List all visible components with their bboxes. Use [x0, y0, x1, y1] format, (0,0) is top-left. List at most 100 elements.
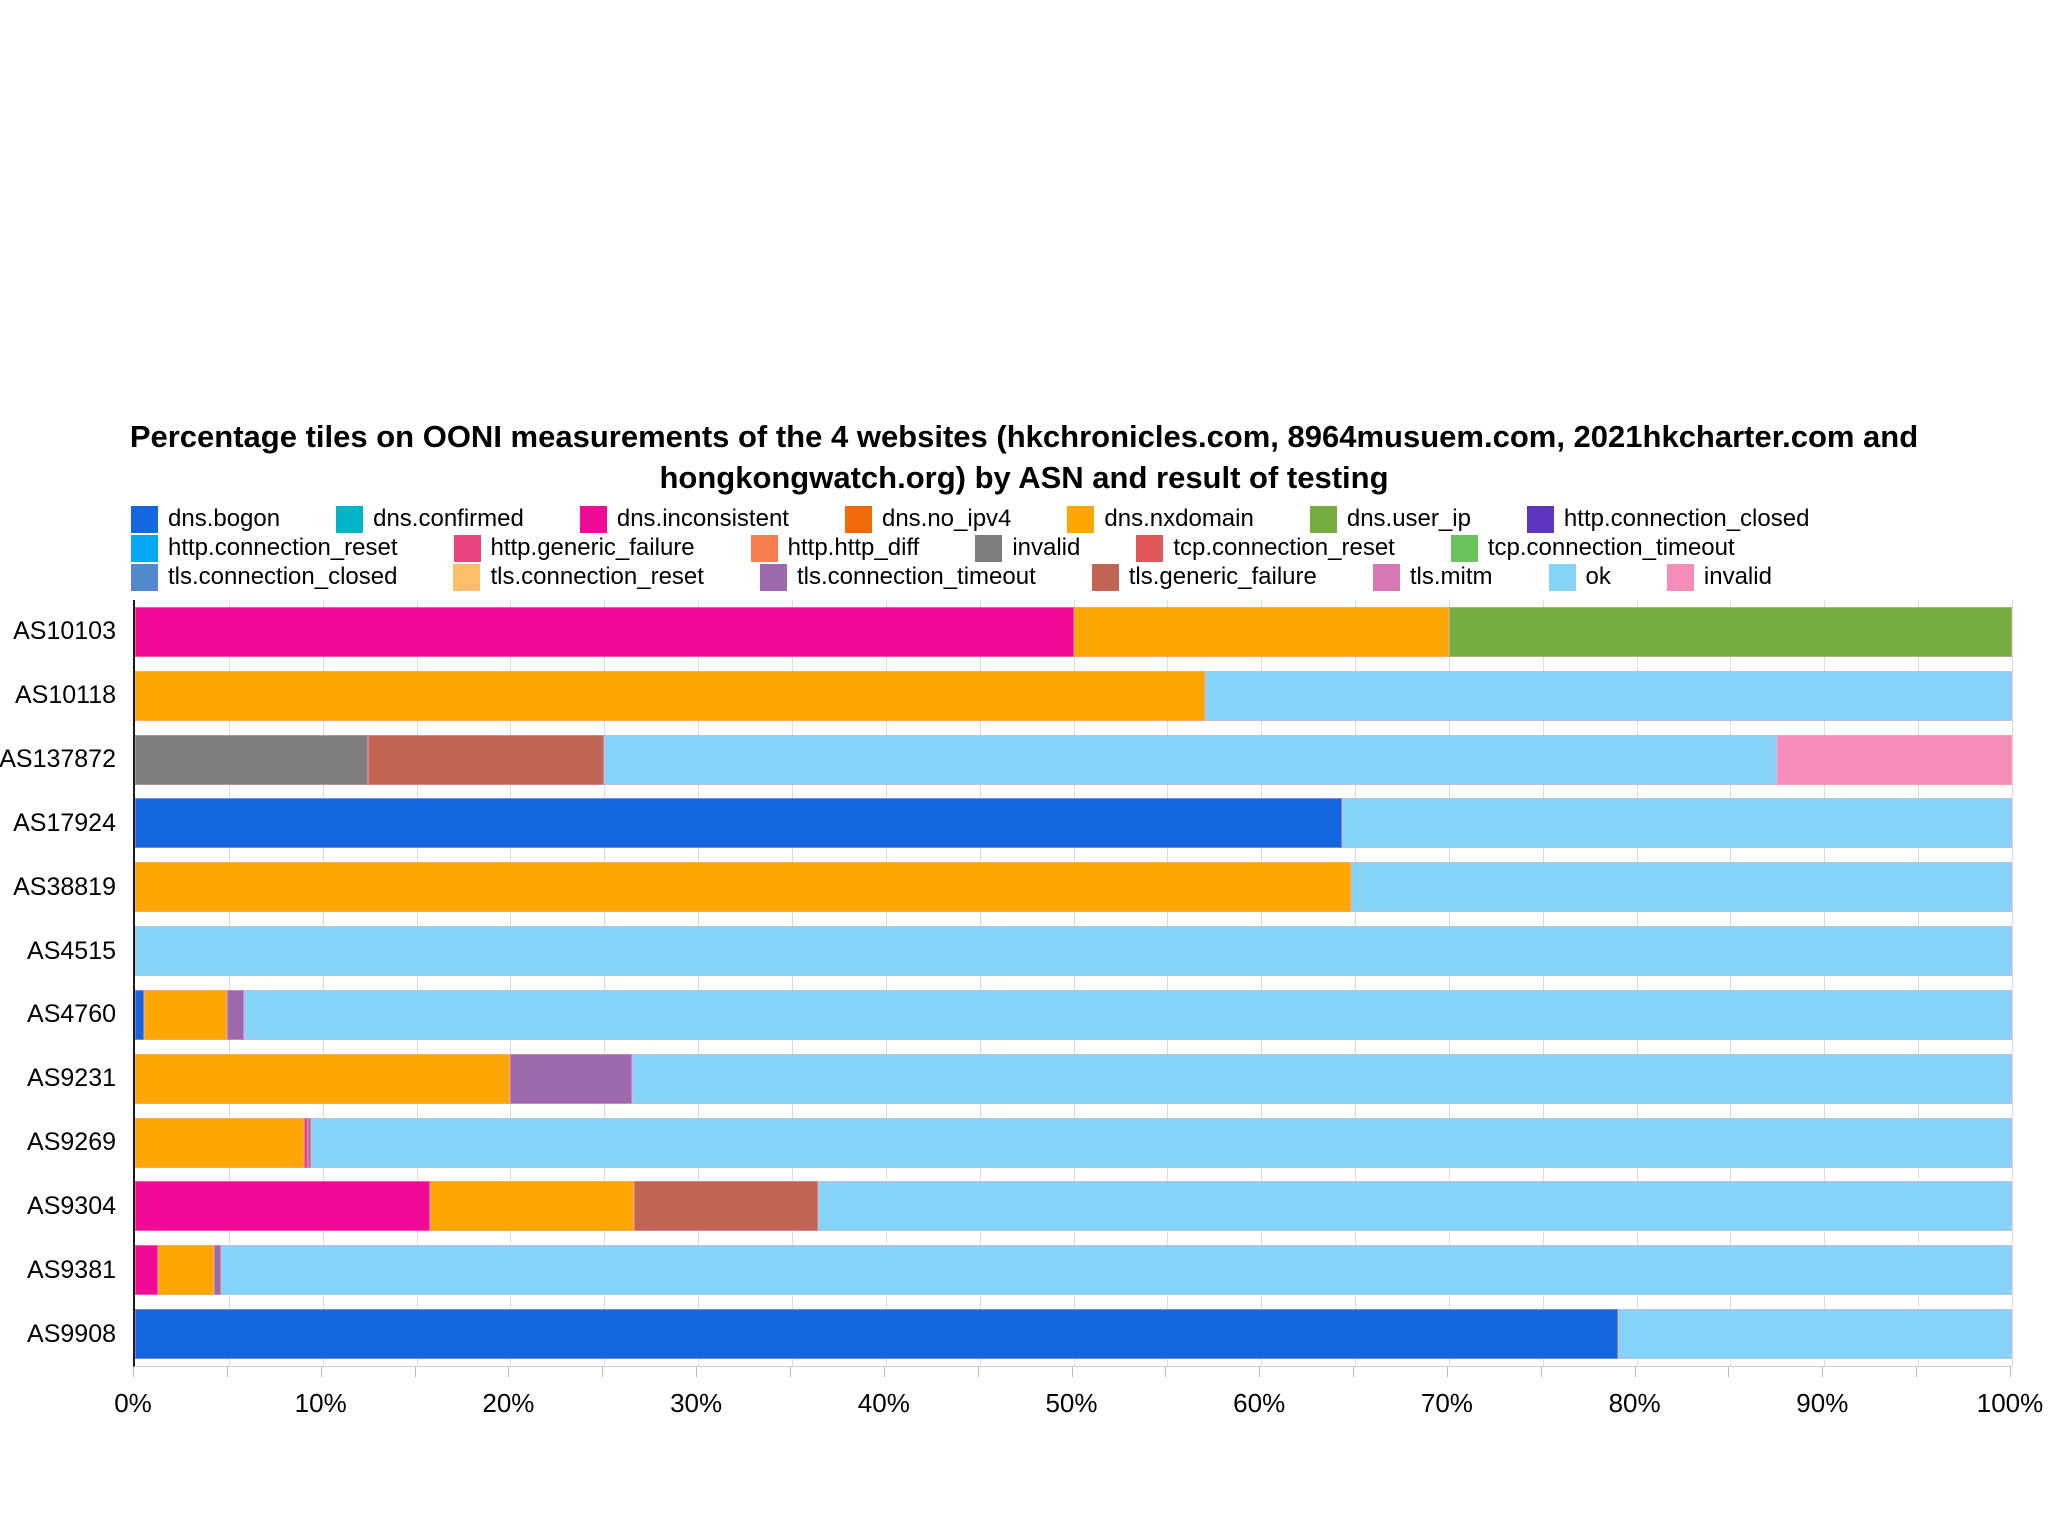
legend-swatch-http.generic_failure: [453, 534, 481, 562]
gridline-30: [698, 600, 700, 1366]
x-label-30%: 30%: [670, 1388, 723, 1418]
bar-segment-AS9269-dns.nxdomain: [135, 1117, 304, 1168]
gridline-85: [1730, 600, 1732, 1366]
plot-area: [133, 600, 2013, 1367]
legend-label: invalid: [1703, 563, 1772, 590]
x-tick-45: [977, 1367, 979, 1377]
legend-swatch-tls.connection_closed: [131, 563, 158, 591]
bar-segment-AS9269-ok: [311, 1117, 2012, 1168]
bar-segment-AS4760-tls.connection_timeout: [226, 989, 244, 1040]
legend-label: tls.connection_closed: [168, 563, 398, 590]
gridline-100: [2012, 600, 2013, 1366]
bar-segment-AS17924-ok: [1341, 798, 2012, 849]
legend-label: dns.no_ipv4: [881, 505, 1012, 532]
legend-row-1: dns.bogon dns.confirmed dns.inconsistent dn…: [131, 505, 1931, 533]
legend-swatch-tcp.connection_reset: [1136, 534, 1164, 562]
legend-item-ok: ok: [1548, 563, 1611, 591]
x-tick-50: [1071, 1367, 1073, 1377]
x-tick-60: [1259, 1367, 1261, 1377]
legend-label: http.connection_reset: [168, 534, 398, 561]
x-label-10%: 10%: [294, 1388, 347, 1418]
x-label-60%: 60%: [1233, 1388, 1286, 1418]
bar-segment-AS9908-dns.bogon: [135, 1309, 1618, 1360]
bar-row-AS10118: [135, 664, 2012, 728]
bar-segment-AS137872-ok: [604, 734, 1778, 785]
gridline-70: [1448, 600, 1450, 1366]
y-label-AS38819: AS38819: [13, 872, 116, 901]
bar-segment-AS9381-dns.inconsistent: [135, 1245, 158, 1296]
legend-swatch-ok: [1548, 563, 1576, 591]
legend-label: dns.bogon: [168, 505, 281, 532]
gridline-45: [979, 600, 981, 1366]
legend-item-http.connection_reset: http.connection_reset: [131, 534, 398, 562]
bar-segment-AS4515-ok: [135, 926, 2012, 977]
x-label-70%: 70%: [1420, 1388, 1473, 1418]
x-tick-85: [1728, 1367, 1730, 1377]
legend-label: dns.confirmed: [373, 505, 524, 532]
legend-item-invalid: invalid: [975, 534, 1080, 562]
x-tick-0: [133, 1367, 134, 1377]
bar-segment-AS137872-invalid: [135, 734, 368, 785]
bar-track-AS4515: [135, 926, 2012, 977]
legend-swatch-dns.inconsistent: [579, 505, 607, 533]
legend-swatch-dns.no_ipv4: [844, 505, 872, 533]
legend-label: http.connection_closed: [1563, 505, 1810, 532]
bar-row-AS9231: [135, 1047, 2012, 1111]
x-tick-40: [883, 1367, 885, 1377]
y-axis-labels: AS10103 AS10118 AS137872 AS17924 AS38819 AS45…: [0, 600, 122, 1366]
y-label-AS137872: AS137872: [0, 745, 116, 774]
gridline-60: [1261, 600, 1263, 1366]
x-tick-10: [320, 1367, 322, 1377]
legend-item-dns.no_ipv4: dns.no_ipv4: [844, 505, 1012, 533]
legend-item-dns.user_ip: dns.user_ip: [1309, 505, 1471, 533]
x-label-20%: 20%: [482, 1388, 535, 1418]
bar-row-AS9908: [135, 1302, 2012, 1366]
legend: dns.bogon dns.confirmed dns.inconsistent dn…: [131, 505, 1931, 591]
bar-row-AS137872: [135, 728, 2012, 792]
gridline-65: [1355, 600, 1357, 1366]
legend-label: tcp.connection_reset: [1173, 534, 1395, 561]
bar-segment-AS9381-ok: [221, 1245, 2012, 1296]
legend-swatch-tcp.connection_timeout: [1450, 534, 1478, 562]
bar-track-AS9908: [135, 1309, 2012, 1360]
x-tick-20: [508, 1367, 510, 1377]
x-tick-30: [696, 1367, 698, 1377]
x-tick-100: [2010, 1367, 2011, 1377]
legend-swatch-tls.generic_failure: [1091, 563, 1119, 591]
legend-label: tcp.connection_timeout: [1487, 534, 1735, 561]
legend-item-http.generic_failure: http.generic_failure: [453, 534, 695, 562]
legend-row-2: http.connection_reset http.generic_failur…: [131, 534, 1931, 562]
legend-label: dns.user_ip: [1346, 505, 1471, 532]
x-tick-15: [414, 1367, 416, 1377]
x-tick-70: [1446, 1367, 1448, 1377]
bar-segment-AS137872-invalid2: [1777, 734, 2012, 785]
legend-label: tls.generic_failure: [1128, 563, 1317, 590]
bar-segment-AS9269-http.generic_failure: [303, 1117, 308, 1168]
gridline-55: [1167, 600, 1169, 1366]
bar-segment-AS9231-dns.nxdomain: [135, 1053, 511, 1104]
legend-swatch-http.http_diff: [750, 534, 778, 562]
bar-rows: [135, 600, 2012, 1366]
bar-segment-AS9304-ok: [818, 1181, 2012, 1232]
legend-label: ok: [1585, 563, 1611, 590]
x-tick-25: [602, 1367, 604, 1377]
y-label-AS4760: AS4760: [27, 1000, 116, 1029]
legend-swatch-http.connection_reset: [131, 534, 158, 562]
bar-row-AS9269: [135, 1111, 2012, 1175]
gridline-25: [604, 600, 606, 1366]
x-tick-35: [789, 1367, 791, 1377]
y-label-AS10118: AS10118: [14, 681, 116, 710]
legend-item-http.http_diff: http.http_diff: [750, 534, 919, 562]
gridline-35: [791, 600, 793, 1366]
legend-swatch-invalid: [975, 534, 1003, 562]
legend-swatch-tls.connection_timeout: [759, 563, 787, 591]
chart-title-line-2: hongkongwatch.org) by ASN and result of …: [659, 460, 1389, 495]
legend-item-tcp.connection_reset: tcp.connection_reset: [1136, 534, 1395, 562]
legend-item-tls.generic_failure: tls.generic_failure: [1091, 563, 1317, 591]
gridline-5: [228, 600, 230, 1366]
bar-track-AS4760: [135, 989, 2012, 1040]
legend-swatch-tls.connection_reset: [453, 563, 481, 591]
y-label-AS4515: AS4515: [27, 936, 116, 965]
y-label-AS17924: AS17924: [13, 808, 116, 837]
legend-item-invalid2: invalid: [1666, 563, 1772, 591]
